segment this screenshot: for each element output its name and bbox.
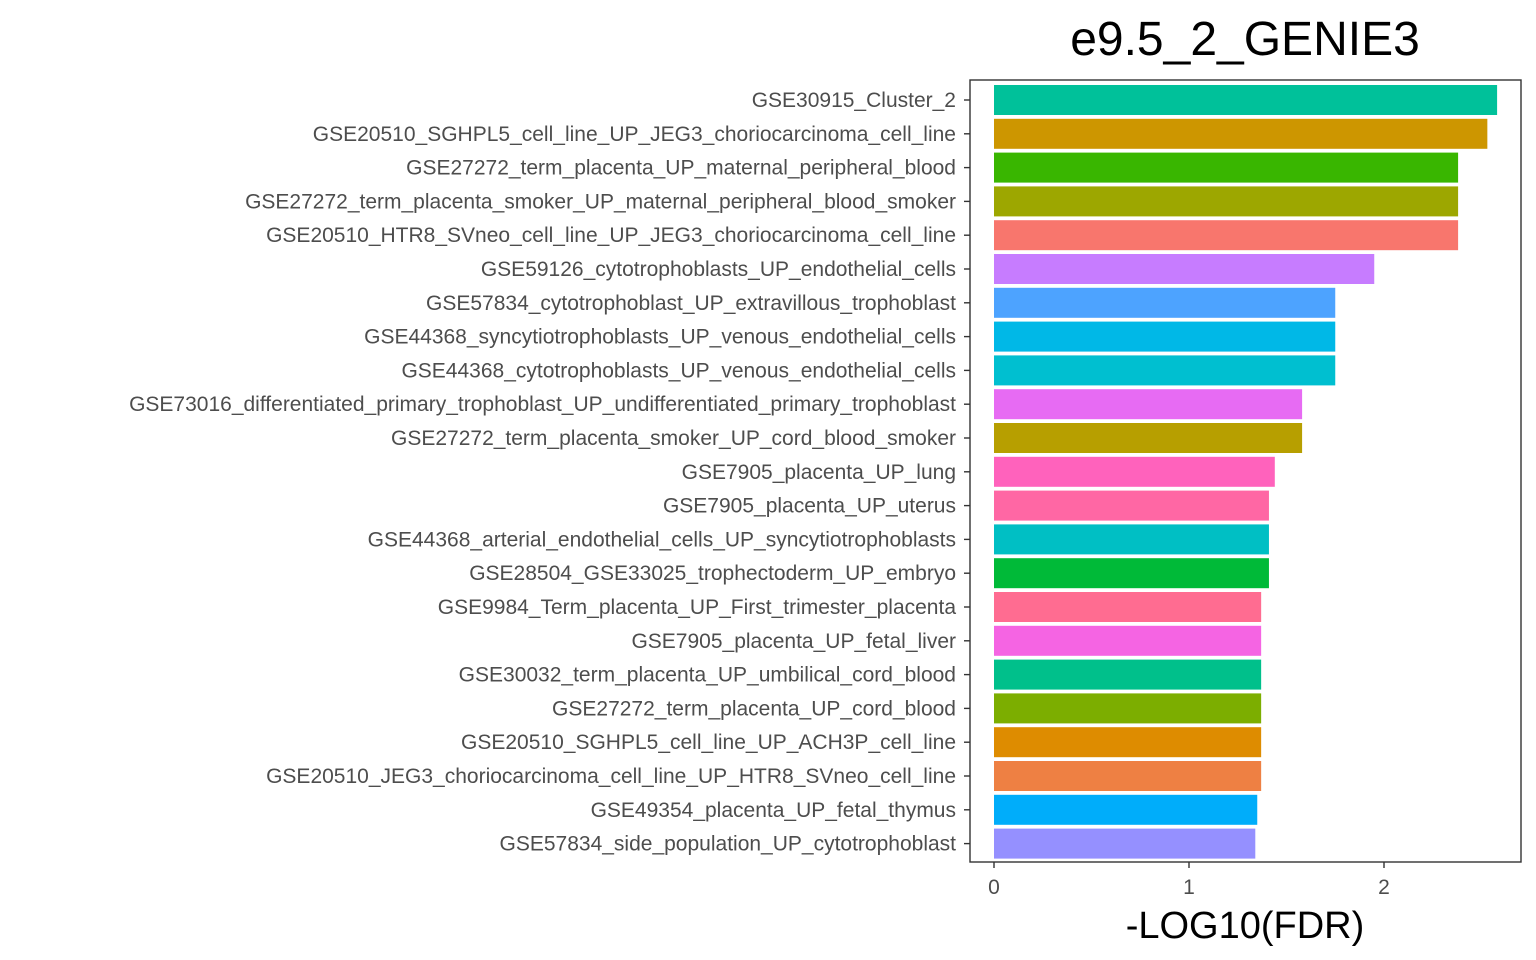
x-tick-label: 1 (1183, 876, 1195, 899)
y-tick-label: GSE20510_SGHPL5_cell_line_UP_ACH3P_cell_… (461, 731, 956, 754)
y-tick-label: GSE57834_cytotrophoblast_UP_extravillous… (426, 292, 956, 315)
bar (994, 118, 1488, 149)
y-tick-label: GSE20510_HTR8_SVneo_cell_line_UP_JEG3_ch… (266, 224, 956, 247)
y-tick-label: GSE7905_placenta_UP_fetal_liver (631, 630, 956, 653)
y-tick-label: GSE49354_placenta_UP_fetal_thymus (591, 799, 956, 822)
y-tick-label: GSE27272_term_placenta_UP_maternal_perip… (406, 157, 956, 180)
y-tick-label: GSE27272_term_placenta_smoker_UP_cord_bl… (391, 427, 956, 450)
y-tick-label: GSE20510_SGHPL5_cell_line_UP_JEG3_chorio… (313, 123, 956, 146)
bar (994, 287, 1336, 318)
bar (994, 761, 1262, 791)
x-tick-label: 0 (988, 876, 1000, 899)
bar (994, 85, 1498, 115)
bar (994, 220, 1459, 251)
y-axis: GSE30915_Cluster_2 GSE20510_SGHPL5_cell_l… (129, 89, 970, 856)
y-tick-label: GSE44368_cytotrophoblasts_UP_venous_endo… (401, 359, 956, 382)
plot-panel-border (969, 79, 1522, 863)
y-tick-label: GSE59126_cytotrophoblasts_UP_endothelial… (481, 258, 956, 281)
y-tick-label: GSE27272_term_placenta_UP_cord_blood (552, 697, 956, 720)
y-tick-label: GSE73016_differentiated_primary_trophobl… (129, 393, 956, 416)
bar (994, 524, 1269, 555)
x-axis-title: -LOG10(FDR) (1126, 905, 1365, 947)
y-tick-label: GSE30032_term_placenta_UP_umbilical_cord… (459, 664, 956, 687)
bar (994, 152, 1459, 183)
bar (994, 794, 1258, 825)
x-axis: 0 1 2 (988, 862, 1390, 899)
bar (994, 321, 1336, 352)
bar (994, 186, 1459, 217)
bar (994, 558, 1269, 589)
bar (994, 727, 1262, 758)
bar (994, 625, 1262, 656)
bars-group (994, 85, 1498, 859)
x-tick-label: 2 (1378, 876, 1390, 899)
bar (994, 423, 1303, 453)
y-tick-label: GSE9984_Term_placenta_UP_First_trimester… (438, 596, 957, 619)
y-tick-label: GSE7905_placenta_UP_lung (682, 461, 956, 484)
bar (994, 659, 1262, 690)
y-tick-label: GSE44368_syncytiotrophoblasts_UP_venous_… (364, 326, 956, 349)
chart-title: e9.5_2_GENIE3 (1070, 13, 1420, 66)
bar (994, 693, 1262, 724)
y-tick-label: GSE44368_arterial_endothelial_cells_UP_s… (368, 528, 956, 551)
bar (994, 490, 1269, 521)
bar (994, 828, 1256, 859)
y-tick-label: GSE20510_JEG3_choriocarcinoma_cell_line_… (266, 765, 956, 788)
bar (994, 592, 1262, 622)
bar (994, 355, 1336, 386)
bar (994, 389, 1303, 420)
y-tick-label: GSE7905_placenta_UP_uterus (663, 495, 956, 518)
y-tick-label: GSE28504_GSE33025_trophectoderm_UP_embry… (469, 562, 956, 585)
y-tick-label: GSE30915_Cluster_2 (752, 89, 956, 112)
bar (994, 456, 1275, 487)
y-tick-label: GSE57834_side_population_UP_cytotrophobl… (500, 833, 957, 856)
bar (994, 254, 1375, 284)
y-tick-label: GSE27272_term_placenta_smoker_UP_materna… (245, 190, 956, 213)
